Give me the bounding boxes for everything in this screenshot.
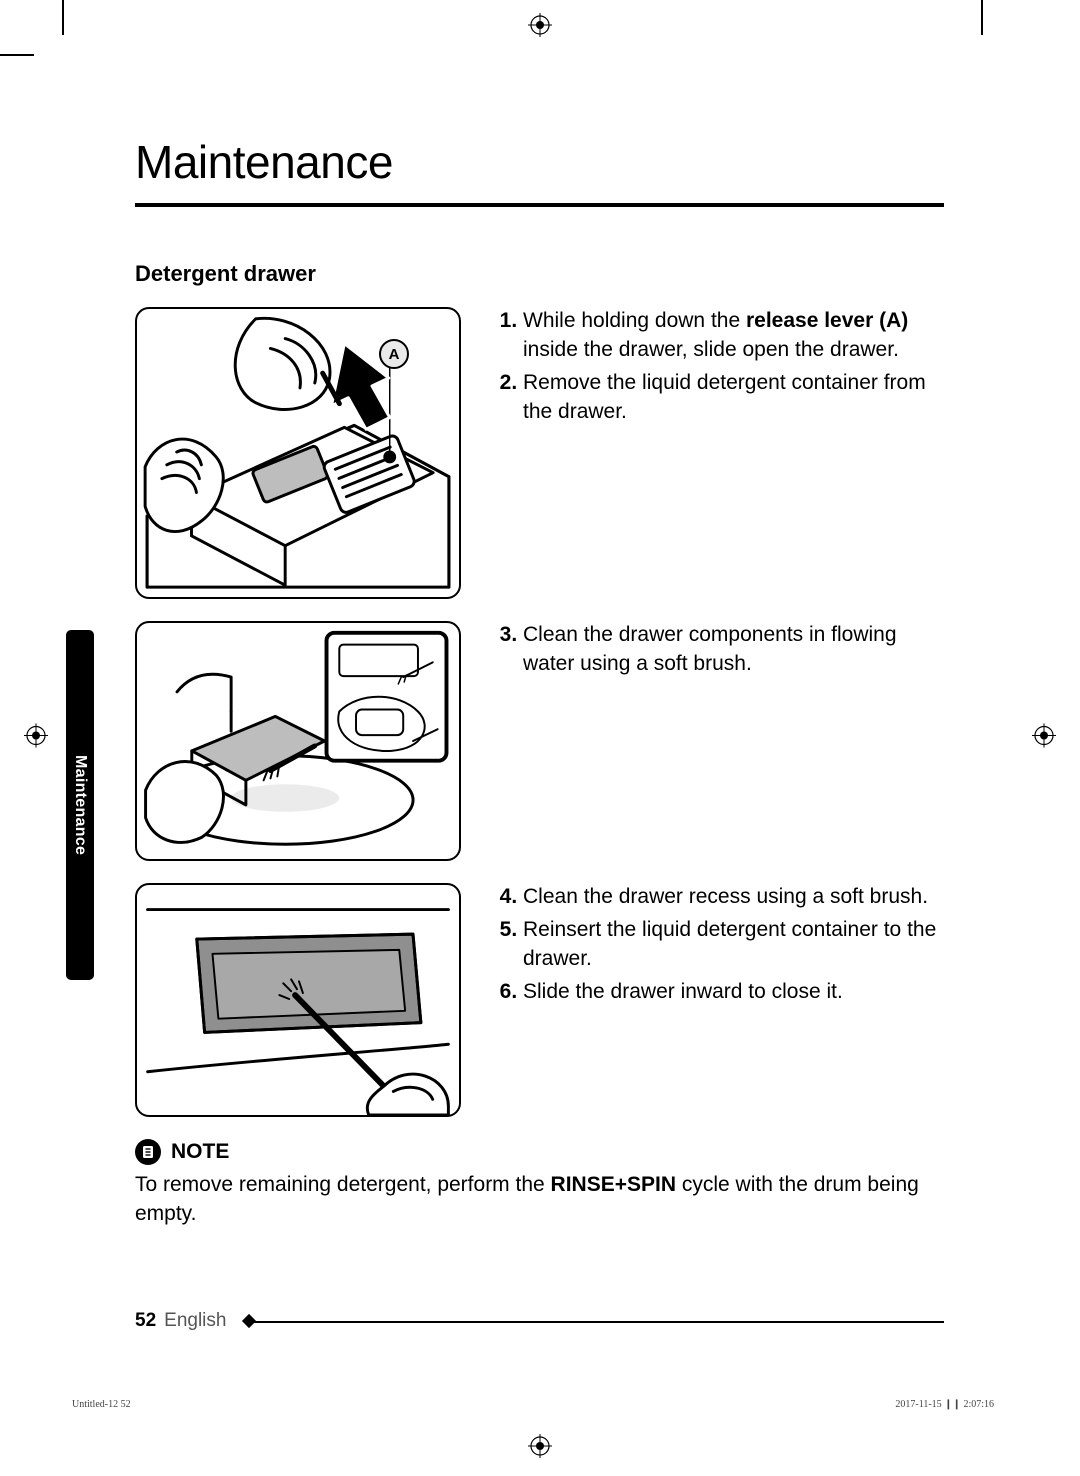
instruction-text: Clean the drawer recess using a soft bru… <box>497 883 944 1011</box>
step-1: While holding down the release lever (A)… <box>523 307 944 365</box>
step-2: Remove the liquid detergent container fr… <box>523 369 944 427</box>
crop-mark <box>62 0 64 35</box>
crop-mark <box>981 0 983 35</box>
registration-mark-icon <box>528 1434 552 1463</box>
language-label: English <box>164 1310 226 1332</box>
instruction-text: While holding down the release lever (A)… <box>497 307 944 431</box>
registration-mark-icon <box>24 724 48 753</box>
print-meta-left: Untitled-12 52 <box>72 1399 131 1410</box>
note-body: To remove remaining detergent, perform t… <box>135 1171 944 1229</box>
content-area: Maintenance Detergent drawer <box>135 135 944 1336</box>
text: To remove remaining detergent, perform t… <box>135 1173 551 1196</box>
note-label: NOTE <box>171 1140 229 1164</box>
instruction-row: A While holding down the release lever (… <box>135 307 944 599</box>
instruction-row: Clean the drawer recess using a soft bru… <box>135 883 944 1117</box>
footer-rule <box>254 1321 944 1323</box>
instruction-text: Clean the drawer components in flowing w… <box>497 621 944 683</box>
text-bold: RINSE+SPIN <box>551 1173 676 1196</box>
text: inside the drawer, slide open the drawer… <box>523 338 899 361</box>
section-tab: Maintenance <box>66 630 94 980</box>
text: While holding down the <box>523 309 746 332</box>
callout-a-label: A <box>379 339 409 369</box>
instruction-row: Clean the drawer components in flowing w… <box>135 621 944 861</box>
step-6: Slide the drawer inward to close it. <box>523 978 944 1007</box>
text-bold: release lever (A) <box>746 309 908 332</box>
page-title: Maintenance <box>135 135 944 189</box>
note-icon <box>135 1139 161 1165</box>
registration-mark-icon <box>1032 724 1056 753</box>
step-5: Reinsert the liquid detergent container … <box>523 916 944 974</box>
crop-mark <box>0 54 34 56</box>
figure-open-drawer: A <box>135 307 461 599</box>
step-3: Clean the drawer components in flowing w… <box>523 621 944 679</box>
figure-clean-recess <box>135 883 461 1117</box>
page-number: 52 <box>135 1310 156 1332</box>
title-rule <box>135 203 944 207</box>
print-meta-right: 2017-11-15 ❙❙ 2:07:16 <box>895 1399 994 1410</box>
step-4: Clean the drawer recess using a soft bru… <box>523 883 944 912</box>
note-block: NOTE To remove remaining detergent, perf… <box>135 1139 944 1229</box>
registration-mark-icon <box>528 13 552 42</box>
figure-clean-components <box>135 621 461 861</box>
section-heading: Detergent drawer <box>135 261 944 287</box>
page-footer: 52 English <box>135 1306 944 1336</box>
manual-page: Maintenance Maintenance Detergent drawer <box>0 0 1080 1476</box>
